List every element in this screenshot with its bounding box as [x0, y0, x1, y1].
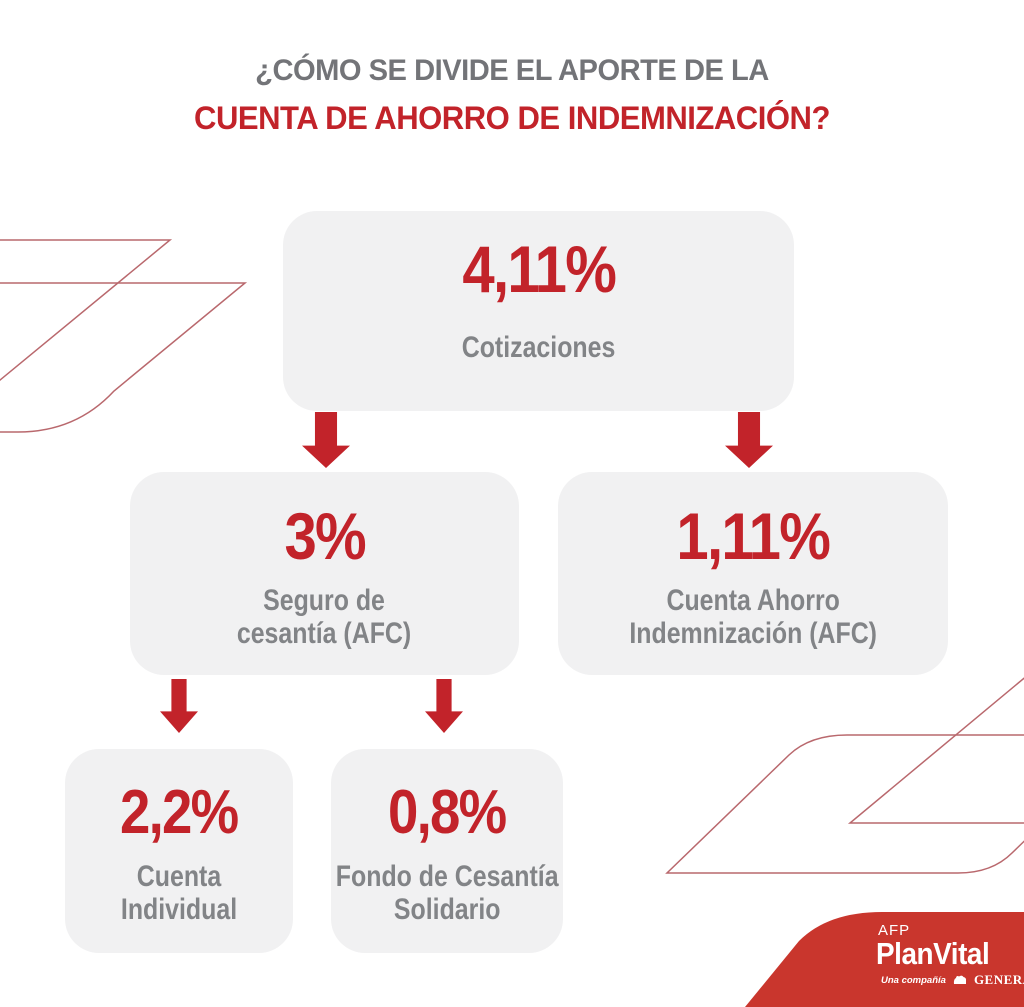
parallelogram-outline-right-icon: [665, 677, 1024, 874]
logo-partner-text: GENERALI: [973, 972, 1024, 987]
node-cuenta-individual-value: 2,2%: [120, 778, 239, 847]
node-cotizaciones-label: Cotizaciones: [461, 331, 616, 364]
down-arrow-to-cuenta-individual-icon: [160, 679, 198, 733]
node-cuenta-individual: 2,2% Cuenta Individual: [65, 749, 293, 953]
node-fondo-cesantia-value: 0,8%: [388, 778, 507, 847]
parallelogram-outline-top-left-icon: [0, 239, 248, 433]
node-cuenta-ahorro-value: 1,11%: [676, 499, 831, 573]
logo-afp-text: AFP: [878, 922, 911, 939]
down-arrow-to-seguro-icon: [302, 412, 350, 468]
node-fondo-cesantia: 0,8% Fondo de Cesantía Solidario: [331, 749, 563, 953]
generali-lion-icon: [953, 975, 967, 984]
page-title-line2: CUENTA DE AHORRO DE INDEMNIZACIÓN?: [194, 100, 830, 136]
logo-brand-text: PlanVital: [876, 936, 990, 971]
node-cuenta-ahorro-label: Cuenta Ahorro Indemnización (AFC): [629, 584, 877, 650]
logo-tagline: Una compañía GENERALI: [881, 972, 1024, 988]
logo-tagline-text: Una compañía: [881, 974, 946, 986]
node-cuenta-individual-label: Cuenta Individual: [120, 860, 238, 926]
page-title-line1: ¿CÓMO SE DIVIDE EL APORTE DE LA: [255, 54, 769, 87]
node-cuenta-ahorro: 1,11% Cuenta Ahorro Indemnización (AFC): [558, 472, 948, 675]
node-seguro-cesantia: 3% Seguro de cesantía (AFC): [130, 472, 519, 675]
node-seguro-cesantia-value: 3%: [284, 499, 366, 573]
node-seguro-cesantia-label: Seguro de cesantía (AFC): [237, 584, 412, 650]
down-arrow-to-cuenta-ahorro-icon: [725, 412, 773, 468]
node-cotizaciones: 4,11% Cotizaciones: [283, 211, 794, 411]
afp-planvital-logo: AFP PlanVital Una compañía GENERALI: [700, 880, 1024, 1007]
page-title: ¿CÓMO SE DIVIDE EL APORTE DE LA CUENTA D…: [0, 52, 1024, 138]
node-fondo-cesantia-label: Fondo de Cesantía Solidario: [335, 860, 559, 926]
down-arrow-to-fondo-icon: [425, 679, 463, 733]
node-cotizaciones-value: 4,11%: [462, 232, 616, 306]
